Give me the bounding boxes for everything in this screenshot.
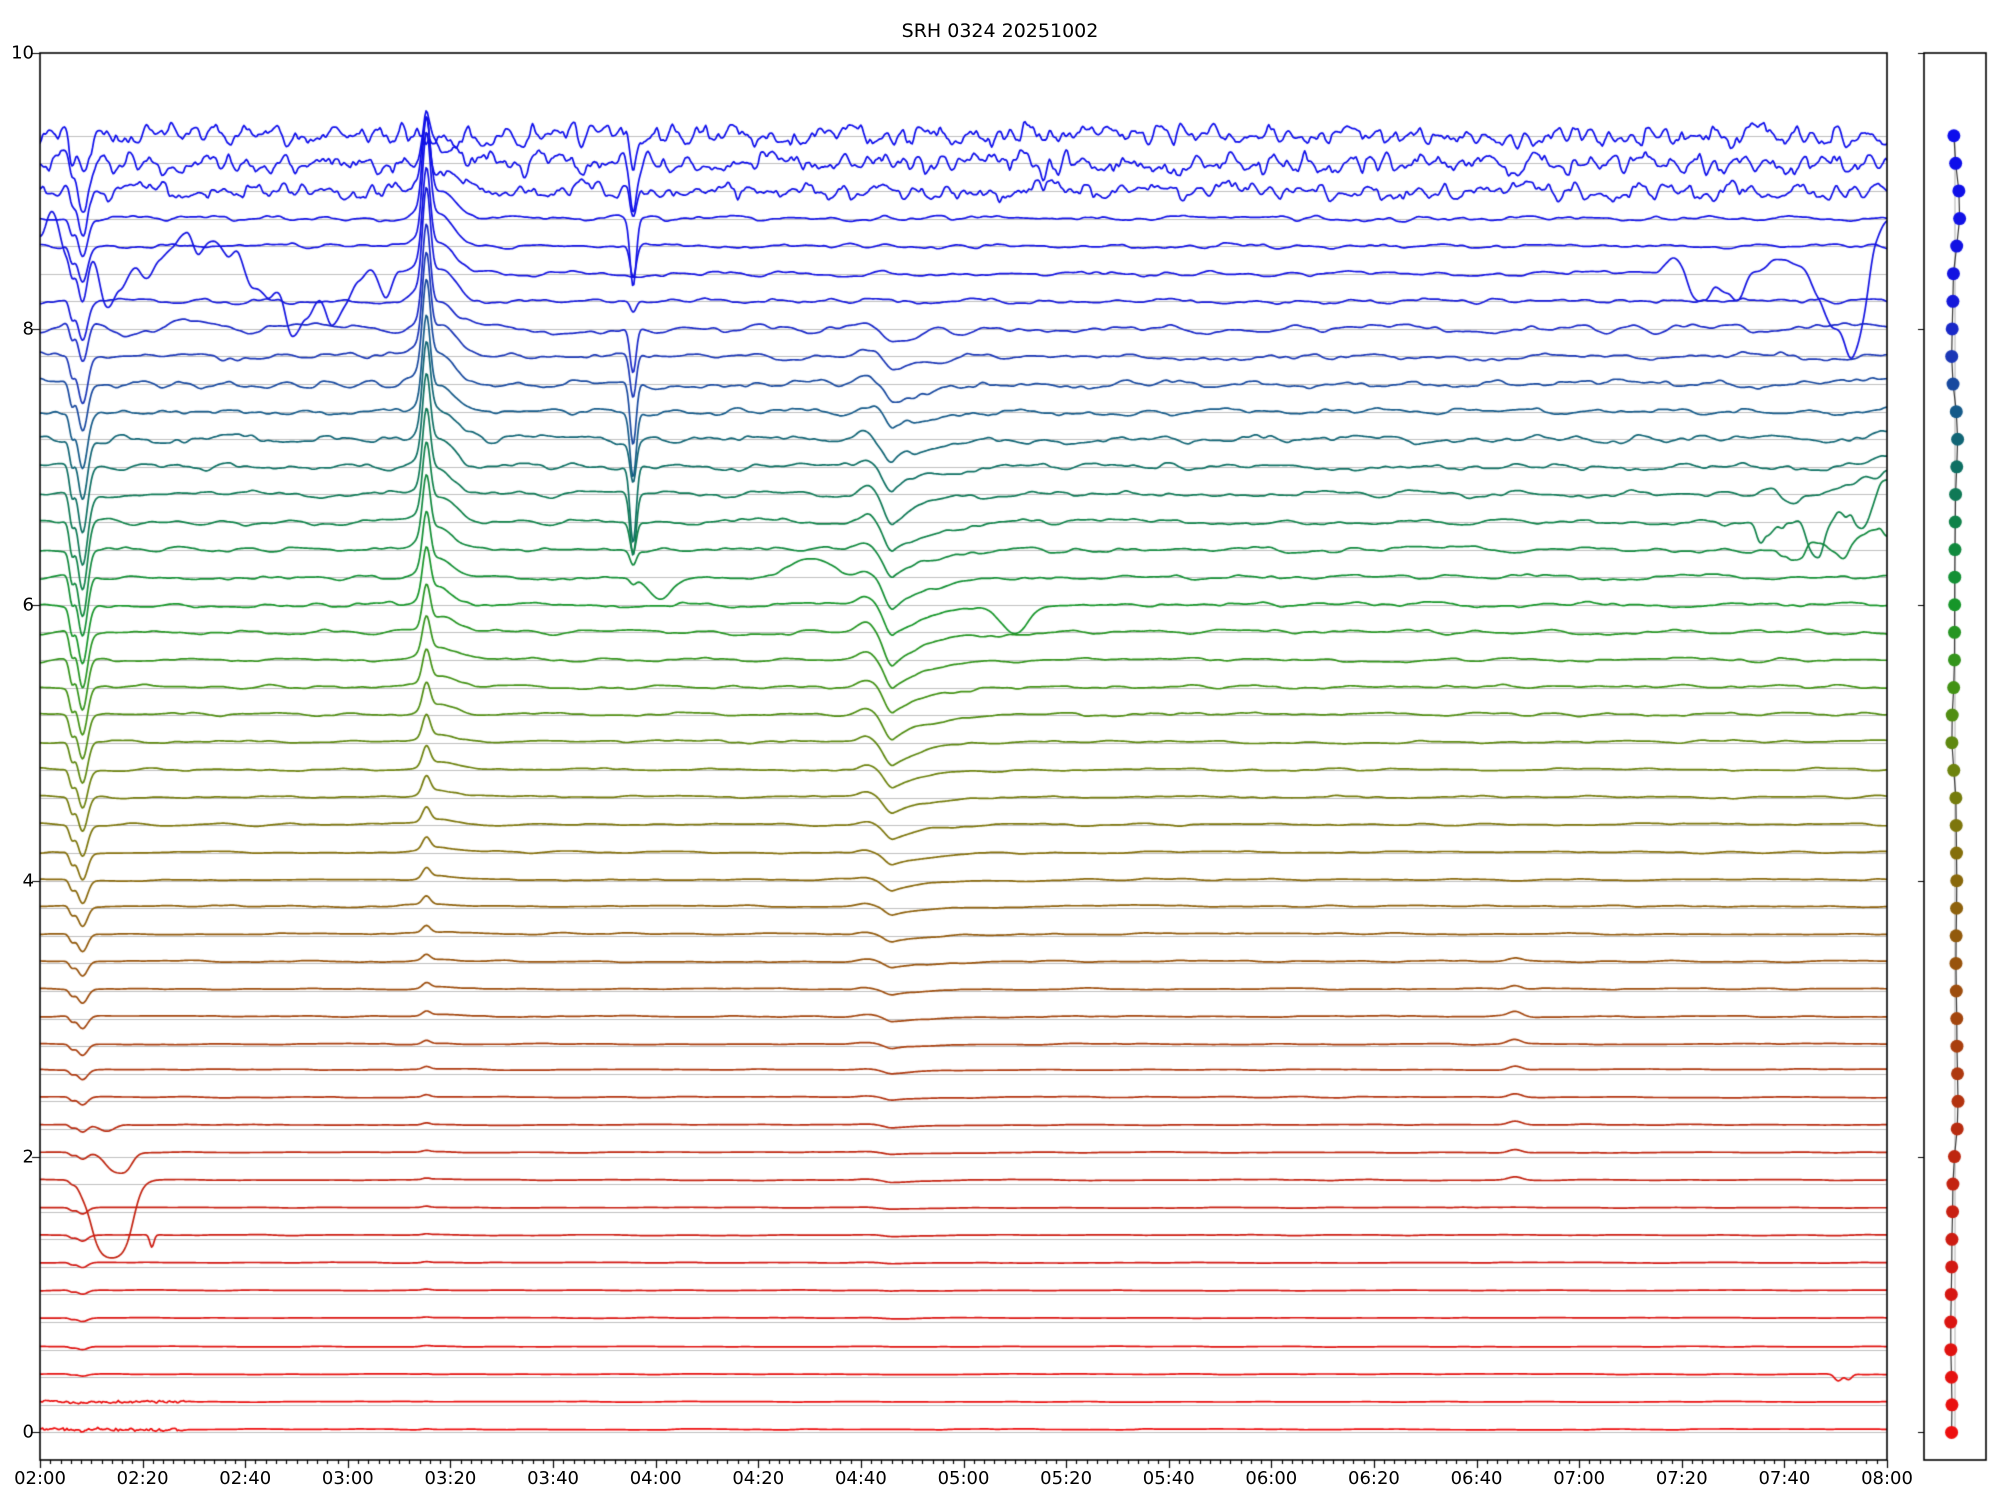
x-tick-label: 05:40 bbox=[1142, 1468, 1195, 1489]
x-tick-label: 03:40 bbox=[527, 1468, 579, 1489]
x-tick-label: 02:40 bbox=[219, 1468, 272, 1489]
x-tick-label: 07:00 bbox=[1553, 1468, 1606, 1489]
x-tick-label: 07:40 bbox=[1758, 1468, 1811, 1489]
x-tick-label: 04:00 bbox=[629, 1468, 682, 1489]
x-tick-label: 06:00 bbox=[1245, 1468, 1298, 1489]
x-tick-label: 02:20 bbox=[116, 1468, 169, 1489]
x-tick-label: 05:00 bbox=[937, 1468, 990, 1489]
x-tick-label: 04:40 bbox=[834, 1468, 887, 1489]
x-tick-label: 03:20 bbox=[424, 1468, 477, 1489]
x-tick-label: 07:20 bbox=[1655, 1468, 1708, 1489]
x-tick-label: 08:00 bbox=[1861, 1468, 1913, 1489]
y-tick-label: 10 bbox=[11, 42, 34, 64]
x-tick-label: 03:00 bbox=[321, 1468, 374, 1489]
x-tick-label: 04:20 bbox=[732, 1468, 785, 1489]
x-tick-label: 02:00 bbox=[14, 1468, 66, 1489]
y-tick-label: 0 bbox=[22, 1421, 34, 1443]
y-tick-label: 2 bbox=[22, 1146, 34, 1168]
y-tick-label: 6 bbox=[22, 594, 34, 616]
chart-title: SRH 0324 20251002 bbox=[901, 20, 1099, 42]
x-tick-label: 06:20 bbox=[1348, 1468, 1400, 1489]
y-tick-label: 8 bbox=[22, 318, 34, 340]
x-tick-label: 06:40 bbox=[1450, 1468, 1503, 1489]
y-tick-label: 4 bbox=[22, 870, 34, 892]
x-tick-label: 05:20 bbox=[1040, 1468, 1093, 1489]
